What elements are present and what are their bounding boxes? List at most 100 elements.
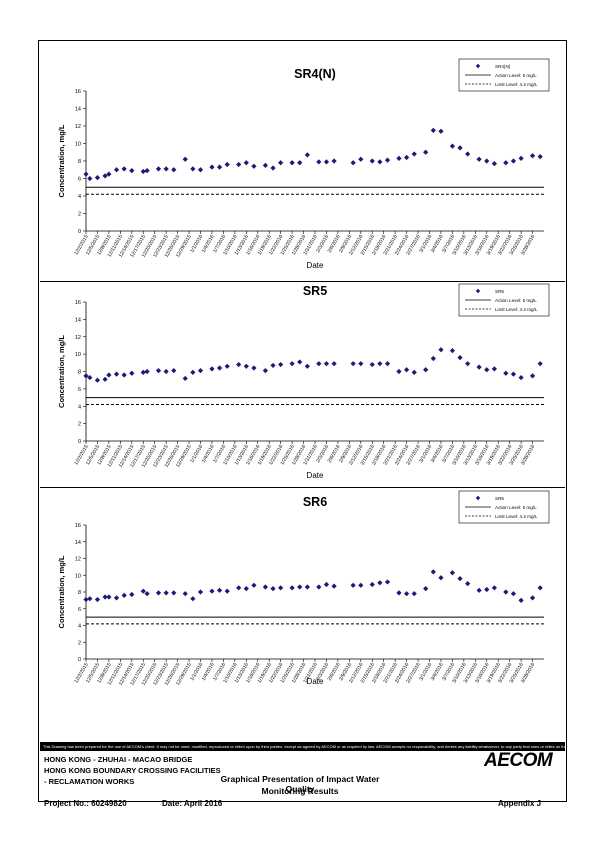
legend-box [458,490,550,524]
data-point [197,368,204,374]
data-point [331,583,337,589]
data-point [331,361,337,367]
data-point [262,584,268,590]
panel-divider [40,487,565,488]
y-tick-label: 0 [78,439,81,445]
y-tick-label: 6 [78,607,81,613]
data-point [236,361,242,368]
data-point [190,596,196,602]
data-point [129,591,135,598]
data-point [155,590,162,596]
legend-label-action: Action Level: 5 mg/L [495,73,537,78]
data-point [430,569,436,575]
y-tick-label: 12 [75,335,81,341]
data-point [491,366,497,372]
data-point [423,367,429,373]
data-point [438,128,444,134]
y-tick-label: 8 [78,159,81,165]
legend-label-limit: Limit Level: 4.2 mg/L [495,514,538,519]
data-point [236,161,242,168]
data-point [350,160,356,166]
data-point [304,363,310,369]
data-point [537,154,543,160]
legend-label-series: SR6 [495,496,504,501]
y-tick-label: 2 [78,212,81,218]
data-point [449,570,455,576]
drawing-title-line-1: Graphical Presentation of Impact Water Q… [220,774,380,794]
data-point [171,368,177,374]
data-point [404,367,410,373]
data-point [182,591,188,597]
data-point [384,361,391,367]
data-point [491,161,497,167]
data-point [510,591,517,597]
data-point [518,597,524,603]
data-point [404,154,410,161]
data-point [350,582,356,588]
data-point [297,584,303,590]
data-point [121,372,127,378]
legend-label-series: SR4(N) [495,64,511,69]
data-point [106,171,112,177]
y-tick-label: 8 [78,590,81,596]
data-point [411,151,417,157]
data-point [510,371,517,377]
chart-panel-sr6: SR6 0 2 4 6 8 10 12 14 16 Concentration, mg/L 12/2/… [39,488,562,692]
data-point [491,585,497,591]
data-point [182,375,188,382]
data-point [83,373,89,379]
data-point [430,355,436,362]
data-point [529,373,536,379]
y-tick-label: 14 [75,107,81,113]
y-tick-label: 12 [75,124,81,130]
legend-label-limit: Limit Level: 4.2 mg/L [495,307,538,312]
project-name-line-1: HONG KONG - ZHUHAI - MACAO BRIDGE [44,755,193,764]
data-point [438,347,444,353]
project-name-line-3: - RECLAMATION WORKS [44,777,135,786]
y-tick-label: 10 [75,352,81,358]
y-tick-label: 0 [78,657,81,663]
data-point [484,158,490,164]
data-point [224,161,230,168]
y-tick-label: 4 [78,194,81,200]
data-point [278,361,284,368]
data-point [518,374,524,381]
data-point [144,591,150,597]
data-point [190,166,196,172]
data-point [163,166,169,172]
data-point [411,591,417,597]
y-tick-label: 16 [75,523,81,529]
data-point [140,168,146,175]
y-tick-label: 10 [75,142,81,148]
chart-panel-sr5: SR5 0 2 4 6 8 10 12 14 16 Concentration, mg/L 12/2/… [39,282,562,487]
data-point [323,159,330,165]
data-point [510,158,517,164]
chart-panel-sr4n: SR4(N) 0 2 4 6 8 10 12 14 16 Concentration, mg/L 12… [39,41,562,281]
data-point [476,156,482,162]
data-point [94,596,101,603]
data-point [369,581,375,588]
y-tick-label: 6 [78,177,81,183]
data-point [224,363,230,369]
data-point [87,175,93,182]
drawing-date: Date: April 2016 [162,799,223,808]
y-tick-label: 12 [75,557,81,563]
data-point [384,157,391,163]
data-point [243,363,249,369]
data-point [476,364,482,370]
data-point [331,158,337,164]
legend-marker-diamond [475,288,481,294]
data-point [190,369,196,375]
data-point [529,595,536,601]
legend-marker-diamond [475,63,481,69]
data-point [87,596,93,602]
data-point [384,579,391,585]
legend-label-limit: Limit Level: 4.2 mg/L [495,82,538,87]
data-point [465,361,471,367]
data-point [163,368,169,375]
y-tick-label: 16 [75,89,81,95]
data-point [503,370,509,376]
data-point [144,168,150,174]
data-point [396,590,402,596]
